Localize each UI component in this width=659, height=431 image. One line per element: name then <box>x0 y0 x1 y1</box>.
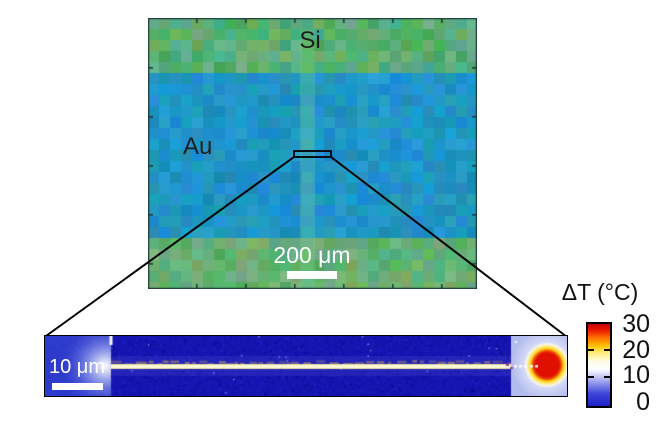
colorbar-label-20: 20 <box>622 336 650 364</box>
colorbar-tick-20-left <box>588 349 594 352</box>
colorbar-title: ΔT (°C) <box>561 279 639 305</box>
colorbar-label-30: 30 <box>622 310 650 338</box>
overview-scalebar-label: 200 μm <box>273 242 351 268</box>
zoom-strip-map <box>44 335 568 397</box>
overview-scalebar <box>287 271 337 279</box>
au-region-label: Au <box>183 133 213 160</box>
si-region-label: Si <box>299 27 321 54</box>
colorbar-tick-20-right <box>604 349 610 352</box>
strip-heatmap-canvas <box>45 336 567 396</box>
colorbar-gradient <box>588 324 610 406</box>
colorbar <box>586 322 612 408</box>
colorbar-tick-10-left <box>588 376 594 379</box>
colorbar-label-0: 0 <box>636 388 650 416</box>
colorbar-label-10: 10 <box>622 361 650 389</box>
colorbar-tick-10-right <box>604 376 610 379</box>
strip-scalebar-label: 10 μm <box>49 356 105 378</box>
strip-scalebar <box>52 383 103 390</box>
